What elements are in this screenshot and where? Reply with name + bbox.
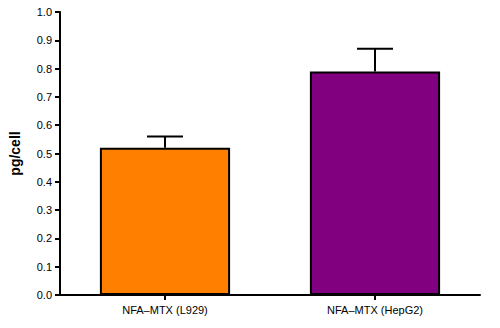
svg-text:NFA–MTX (HepG2): NFA–MTX (HepG2)	[327, 304, 423, 316]
svg-text:0.8: 0.8	[37, 63, 52, 75]
svg-text:0.1: 0.1	[37, 261, 52, 273]
svg-text:0.2: 0.2	[37, 232, 52, 244]
svg-text:1.0: 1.0	[37, 6, 52, 18]
svg-text:0.9: 0.9	[37, 34, 52, 46]
svg-text:pg/cell: pg/cell	[7, 131, 23, 175]
svg-text:NFA–MTX (L929): NFA–MTX (L929)	[122, 304, 208, 316]
svg-text:0.7: 0.7	[37, 91, 52, 103]
svg-text:0.5: 0.5	[37, 148, 52, 160]
svg-text:0.0: 0.0	[37, 289, 52, 301]
svg-text:0.3: 0.3	[37, 204, 52, 216]
svg-text:0.4: 0.4	[37, 176, 52, 188]
svg-text:0.6: 0.6	[37, 119, 52, 131]
